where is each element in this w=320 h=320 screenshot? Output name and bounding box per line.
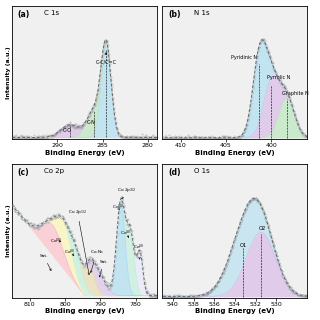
Text: Co$^{(III)}$: Co$^{(III)}$	[50, 236, 62, 245]
Text: Pyridinic N: Pyridinic N	[231, 55, 257, 60]
Text: O1: O1	[240, 243, 247, 248]
Text: Co-N$_s$: Co-N$_s$	[90, 249, 104, 273]
Text: (d): (d)	[168, 168, 181, 177]
X-axis label: Binding Energy (eV): Binding Energy (eV)	[195, 308, 275, 315]
X-axis label: Binding Energy (eV): Binding Energy (eV)	[195, 150, 275, 156]
Text: Graphite N: Graphite N	[282, 91, 309, 96]
Text: (c): (c)	[18, 168, 29, 177]
Text: Sat.: Sat.	[99, 260, 108, 277]
Text: Co$^{(0)}$: Co$^{(0)}$	[133, 243, 145, 259]
Text: N 1s: N 1s	[194, 10, 210, 16]
Text: C-O: C-O	[63, 128, 72, 133]
Text: Co$^{(II)}$: Co$^{(II)}$	[120, 228, 132, 238]
Text: C-C/C=C: C-C/C=C	[95, 53, 116, 65]
Text: O2: O2	[259, 226, 266, 231]
X-axis label: Binding Energy (eV): Binding Energy (eV)	[44, 150, 124, 156]
Text: Co 2p$_{3/2}$: Co 2p$_{3/2}$	[116, 186, 136, 199]
Text: C 1s: C 1s	[44, 10, 59, 16]
Text: C-N: C-N	[87, 120, 96, 125]
Text: Co 2p: Co 2p	[44, 168, 64, 174]
Text: (a): (a)	[18, 10, 30, 19]
Text: Pyrrolic N: Pyrrolic N	[267, 75, 290, 80]
Text: Sat.: Sat.	[39, 254, 51, 270]
Y-axis label: Intensity (a.u.): Intensity (a.u.)	[5, 205, 11, 257]
Text: O 1s: O 1s	[194, 168, 210, 174]
Y-axis label: Intensity (a.u.): Intensity (a.u.)	[5, 46, 11, 99]
X-axis label: Binding energy (eV): Binding energy (eV)	[44, 308, 124, 315]
Text: Co$^{(III)}$: Co$^{(III)}$	[112, 203, 124, 212]
Text: (b): (b)	[168, 10, 181, 19]
Text: Co$^{(II)}$: Co$^{(II)}$	[64, 247, 76, 257]
Text: Co 2p$_{1/2}$: Co 2p$_{1/2}$	[68, 208, 90, 275]
